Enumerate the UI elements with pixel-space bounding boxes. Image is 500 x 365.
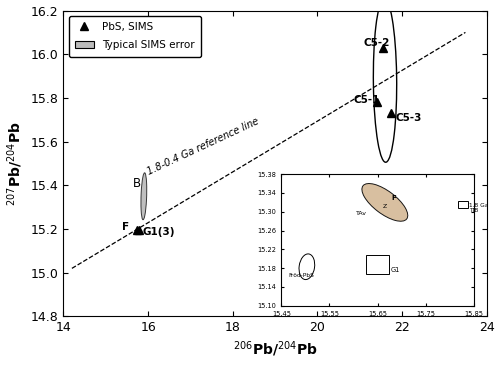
Text: B: B	[133, 177, 141, 190]
Text: C5-2: C5-2	[364, 38, 390, 48]
Text: C5-1: C5-1	[354, 95, 380, 105]
Y-axis label: $^{207}$Pb/$^{204}$Pb: $^{207}$Pb/$^{204}$Pb	[6, 121, 25, 206]
X-axis label: $^{206}$Pb/$^{204}$Pb: $^{206}$Pb/$^{204}$Pb	[232, 340, 318, 360]
Text: 1.8-0.4 Ga reference line: 1.8-0.4 Ga reference line	[146, 116, 260, 176]
Ellipse shape	[141, 173, 147, 220]
Text: F: F	[122, 222, 129, 232]
Legend: PbS, SIMS, Typical SIMS error: PbS, SIMS, Typical SIMS error	[68, 16, 201, 57]
Text: C5-3: C5-3	[396, 113, 422, 123]
Text: G1(3): G1(3)	[143, 227, 176, 237]
